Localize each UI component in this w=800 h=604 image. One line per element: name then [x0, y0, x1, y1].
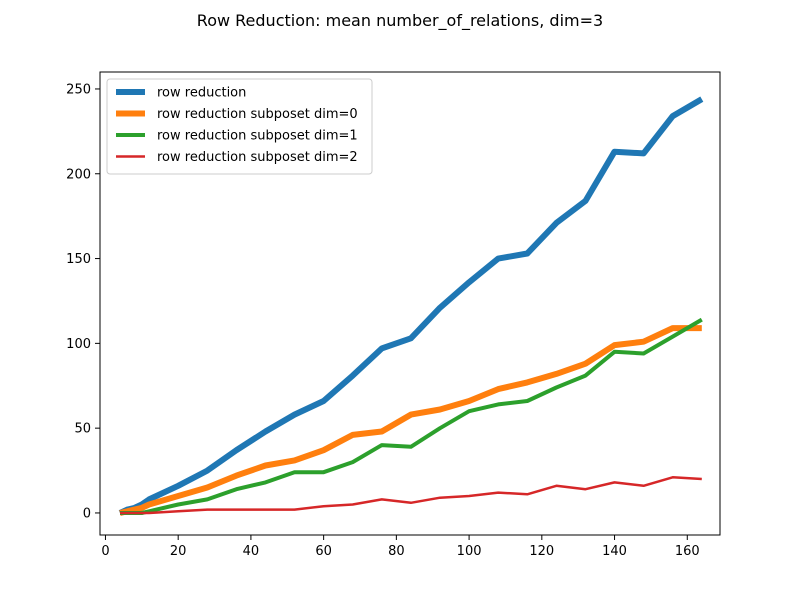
x-tick-label: 0 — [101, 544, 109, 559]
x-tick-label: 160 — [675, 544, 700, 559]
series-line-1 — [119, 325, 702, 516]
series-line-3 — [120, 476, 702, 515]
y-tick-label: 200 — [66, 167, 91, 182]
x-tick-label: 20 — [170, 544, 187, 559]
x-tick-label: 140 — [602, 544, 627, 559]
axes-frame — [99, 71, 721, 536]
y-tick-label: 0 — [83, 506, 91, 521]
series-layer — [118, 96, 704, 516]
y-tick-label: 250 — [66, 82, 91, 97]
y-tick-label: 100 — [66, 337, 91, 352]
legend-label-1: row reduction subposet dim=0 — [157, 107, 358, 122]
x-tick-label: 80 — [388, 544, 405, 559]
series-line-2 — [120, 317, 703, 515]
legend-box — [106, 78, 373, 175]
x-tick-label: 120 — [529, 544, 554, 559]
legend-label-0: row reduction — [157, 86, 246, 101]
legend-label-2: row reduction subposet dim=1 — [157, 129, 358, 144]
x-tick-label: 40 — [243, 544, 260, 559]
x-tick-label: 100 — [457, 544, 482, 559]
x-tick-label: 60 — [315, 544, 332, 559]
plot-frame — [99, 71, 721, 536]
axes: 0 20 40 60 80 100 120 140 160 0 50 100 150 200 250 — [66, 82, 700, 559]
series-line-0 — [118, 96, 704, 516]
chart-title: Row Reduction: mean number_of_relations,… — [197, 11, 603, 31]
y-tick-label: 50 — [74, 422, 91, 437]
legend-label-3: row reduction subposet dim=2 — [157, 150, 358, 165]
legend: row reduction row reduction subposet dim=… — [106, 78, 373, 175]
y-tick-label: 150 — [66, 252, 91, 267]
